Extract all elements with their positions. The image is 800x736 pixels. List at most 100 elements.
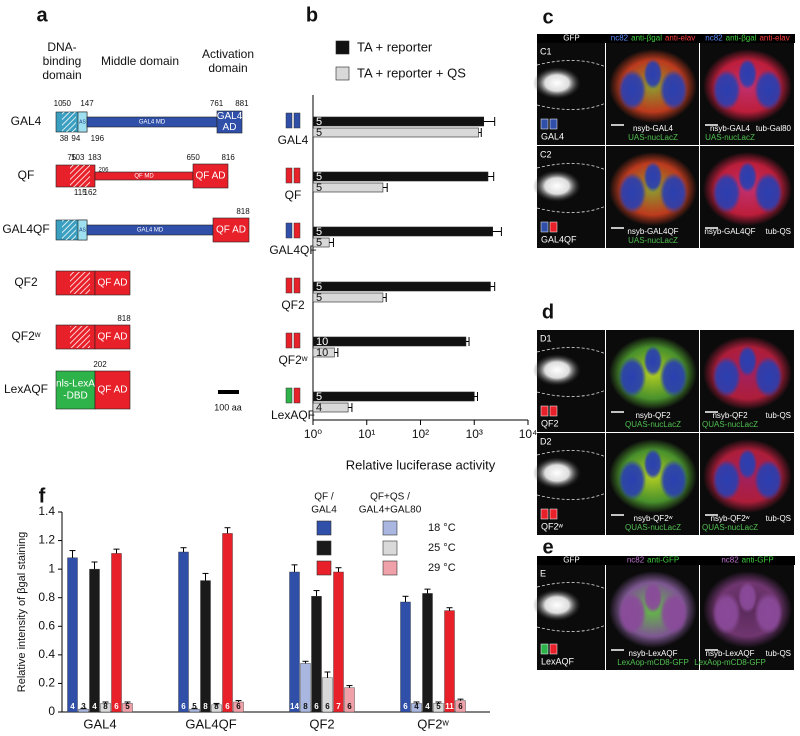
n-label: 8 [214,702,219,711]
x-tick-label: GAL4 [83,716,116,731]
bar [289,571,300,713]
brain-lobe [754,592,783,635]
construct-icon [540,118,549,130]
genotype: QUAS-nucLacZ [625,523,681,532]
n-label: 3 [81,702,86,711]
genotype: QUAS-nucLacZ [625,420,681,429]
x-tick-label: 10⁰ [304,427,322,441]
legend-swatch [316,540,332,556]
channel-header: nc82 [721,556,739,565]
construct-icon [293,332,301,349]
construct-name: QF2 [14,275,38,289]
domain-header: Activation [202,47,254,61]
construct-icon [293,277,301,294]
legend-header: QF+QS / [370,492,410,503]
n-label: 5 [316,281,322,293]
channel-header: anti-βgal [631,34,662,43]
domain-header: binding [43,54,82,68]
legend-swatch [335,40,350,55]
n-label: 4 [316,402,322,414]
residue-number: 202 [93,360,107,369]
n-label: 6 [225,702,230,711]
y-tick-label: GAL4QF [269,243,316,257]
brain-lobe [754,459,783,501]
residue-number: 196 [91,134,105,143]
domain-box [192,163,229,189]
panel-label: b [306,4,318,26]
gfp-signal [533,354,581,386]
genotype: nsyb-GAL4QF [704,227,755,236]
y-tick-label: 0.6 [38,618,55,632]
row-id: E [540,568,546,578]
row-id: C1 [540,46,552,56]
construct-name: QF2ʷ [541,521,564,531]
n-label: 4 [414,702,419,711]
legend-label: 25 °C [428,542,456,554]
construct-icon [549,508,558,520]
genotype: nsyb-QF2 [712,411,748,420]
legend-swatch [382,560,398,576]
n-label: 6 [347,702,352,711]
construct-icon [285,112,293,129]
row-id: D2 [540,436,552,446]
genotype: QUAS-nucLacZ [702,523,758,532]
n-label: 11 [445,702,454,711]
panel-label: d [542,301,554,323]
y-tick-label: QF [285,188,302,202]
construct-icon [549,221,558,233]
domain-header: domain [208,61,247,75]
residue-number: 75 [67,153,76,162]
n-label: 5 [316,226,322,238]
n-label: 6 [236,702,241,711]
legend-label: TA + reporter + QS [357,65,466,80]
n-label: 5 [316,292,322,304]
genotype: tub-QS [766,227,791,236]
x-axis-label: Relative luciferase activity [346,457,496,472]
brain-lobe [659,459,688,501]
domain-box [94,324,131,350]
n-label: 5 [436,702,441,711]
legend-label: 29 °C [428,562,456,574]
brain-lobe [738,345,757,377]
n-label: 5 [316,116,322,128]
channel-header: anti-elav [665,34,695,43]
y-tick-label: 0 [48,704,55,718]
bar [312,281,491,292]
legend-swatch [316,560,332,576]
domain-text: GAL4 MD [139,120,166,126]
domain-text: AD [223,122,237,133]
outline [536,60,607,110]
brain-lobe [659,356,688,398]
hatch [70,326,90,348]
residue-number: 761 [210,99,224,108]
panel-label: e [542,536,553,558]
construct-icon [293,167,301,184]
n-label: 10 [316,336,328,348]
bar [400,601,411,713]
domain-text: QF MD [134,174,154,180]
brain-lobe [738,448,757,480]
channel-header: nc82 [705,34,723,43]
channel-header: anti-GFP [742,556,774,565]
domain-box [216,110,243,134]
bar [178,551,189,713]
n-label: 5 [125,702,130,711]
construct-icon [549,405,558,417]
residue-number: 816 [221,153,235,162]
n-label: 4 [70,702,75,711]
brain-lobe [643,161,663,193]
genotype: tub-QS [766,514,791,523]
construct-name: GAL4 [11,114,42,128]
y-tick-label: 0.4 [38,647,55,661]
n-label: 6 [114,702,119,711]
panel-label: c [542,6,553,28]
bar [422,593,433,713]
construct-icon [285,277,293,294]
brain-lobe [618,592,647,635]
construct-icon [285,332,293,349]
x-tick-label: 10⁴ [519,427,538,441]
construct-icon [293,387,301,404]
x-tick-label: 10³ [466,427,483,441]
genotype: nsyb-GAL4QF [627,227,678,236]
gfp-signal [533,67,581,99]
